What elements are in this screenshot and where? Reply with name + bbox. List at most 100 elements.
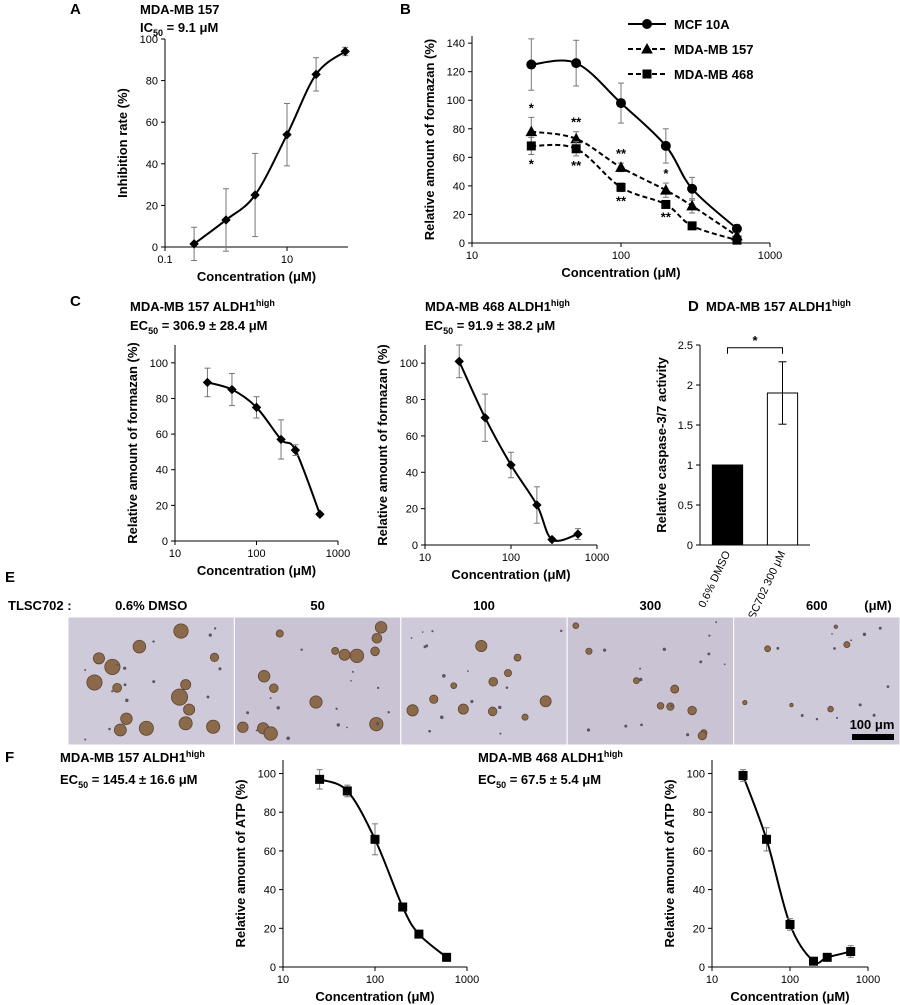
spheroid xyxy=(237,721,249,733)
chart-title: MDA-MB 157 ALDH1high xyxy=(60,749,205,765)
debris xyxy=(639,667,642,670)
debris xyxy=(350,679,352,682)
debris xyxy=(218,667,222,671)
treatment-label: TLSC702 : xyxy=(8,598,72,613)
chart-subtitle-text: IC xyxy=(140,20,154,35)
debris xyxy=(410,637,413,639)
y-tick-label: 40 xyxy=(264,885,276,897)
debris xyxy=(152,680,156,684)
chart-subtitle-rest: = 91.9 ± 38.2 μM xyxy=(453,318,555,333)
y-tick-label: 0 xyxy=(699,962,705,974)
spheroid xyxy=(656,702,665,710)
y-axis-label: Relative caspase-3/7 activity xyxy=(654,356,669,532)
chart-title-text: MDA-MB 468 ALDH1 xyxy=(478,750,604,765)
panel-label: D xyxy=(688,298,699,315)
debris xyxy=(111,690,114,693)
x-tick-label: 100 xyxy=(781,974,799,986)
debris xyxy=(206,695,210,699)
series-line xyxy=(319,778,448,959)
debris xyxy=(423,645,427,649)
series-line xyxy=(742,775,851,965)
y-tick-label: 60 xyxy=(156,429,168,441)
panel-label: F xyxy=(5,749,14,766)
y-tick-label: 40 xyxy=(406,467,418,479)
condition-label: 100 xyxy=(473,598,495,613)
debris xyxy=(499,732,502,735)
series-line xyxy=(193,50,346,245)
debris xyxy=(442,674,446,678)
spheroid xyxy=(370,646,380,657)
debris xyxy=(560,629,563,633)
chart-title: MDA-MB 468 ALDH1high xyxy=(478,749,623,765)
marker xyxy=(660,184,672,195)
y-tick-label: 80 xyxy=(156,393,168,405)
spheroid xyxy=(113,723,127,737)
legend-label: MCF 10A xyxy=(674,17,730,32)
marker xyxy=(311,69,321,80)
chart-title: MDA-MB 157 ALDH1high xyxy=(130,298,275,314)
significance: ** xyxy=(571,115,582,130)
marker xyxy=(822,952,832,962)
panel-label: E xyxy=(5,569,15,586)
debris xyxy=(831,632,833,635)
y-tick-label: 140 xyxy=(447,38,465,50)
debris xyxy=(878,626,882,630)
debris xyxy=(421,631,424,633)
marker xyxy=(282,129,292,140)
debris xyxy=(84,738,87,741)
debris xyxy=(152,640,155,643)
marker xyxy=(732,235,742,245)
debris xyxy=(886,685,890,689)
chart-subtitle-rest: = 145.4 ± 16.6 μM xyxy=(88,772,197,787)
y-tick-label: 60 xyxy=(264,846,276,858)
legend-marker xyxy=(642,69,652,79)
marker xyxy=(571,58,582,69)
x-tick-label: 0.6% DMSO xyxy=(697,549,734,610)
spheroid xyxy=(104,658,121,675)
chart-title-sup: high xyxy=(186,749,205,759)
marker xyxy=(762,834,772,844)
marker xyxy=(221,215,231,225)
x-tick-label: 10 xyxy=(169,548,181,560)
spheroid xyxy=(178,716,193,731)
spheroid xyxy=(827,705,834,713)
debris xyxy=(346,726,348,729)
spheroid xyxy=(269,683,279,693)
y-tick-label: 0 xyxy=(687,540,693,552)
chart-title-sup: high xyxy=(604,749,623,759)
debris xyxy=(376,686,380,690)
condition-label: 300 xyxy=(640,598,662,613)
legend-marker xyxy=(641,42,653,54)
spheroid xyxy=(742,700,748,706)
spheroid xyxy=(633,677,640,685)
y-tick-label: 80 xyxy=(264,807,276,819)
scale-bar xyxy=(852,734,894,740)
legend-label: MDA-MB 157 xyxy=(674,42,753,57)
panel-label: B xyxy=(400,1,411,18)
spheroid xyxy=(488,676,499,687)
spheroid xyxy=(331,646,340,655)
marker xyxy=(525,125,538,137)
y-tick-label: 0 xyxy=(152,242,158,254)
y-tick-label: 20 xyxy=(453,209,465,221)
y-tick-label: 60 xyxy=(453,152,465,164)
chart-title-text: MDA-MB 157 ALDH1 xyxy=(130,299,256,314)
chart-title-sup: high xyxy=(256,298,275,308)
spheroid xyxy=(670,684,680,694)
marker xyxy=(547,534,557,545)
y-tick-label: 40 xyxy=(453,181,465,193)
marker xyxy=(250,190,260,200)
chart-title-sup: high xyxy=(832,298,851,308)
debris xyxy=(125,698,129,703)
condition-label: 0.6% DMSO xyxy=(115,598,187,613)
debris xyxy=(602,648,607,652)
y-tick-label: 120 xyxy=(447,67,465,79)
x-tick-label: 100 xyxy=(366,974,384,986)
scale-bar-label: 100 μm xyxy=(850,717,895,732)
x-axis-label: Concentration (μM) xyxy=(451,567,570,582)
marker xyxy=(442,952,452,962)
debris xyxy=(708,634,711,637)
debris xyxy=(715,621,718,624)
y-tick-label: 80 xyxy=(453,124,465,136)
chart-subtitle: EC50 = 67.5 ± 5.4 μM xyxy=(478,772,601,790)
